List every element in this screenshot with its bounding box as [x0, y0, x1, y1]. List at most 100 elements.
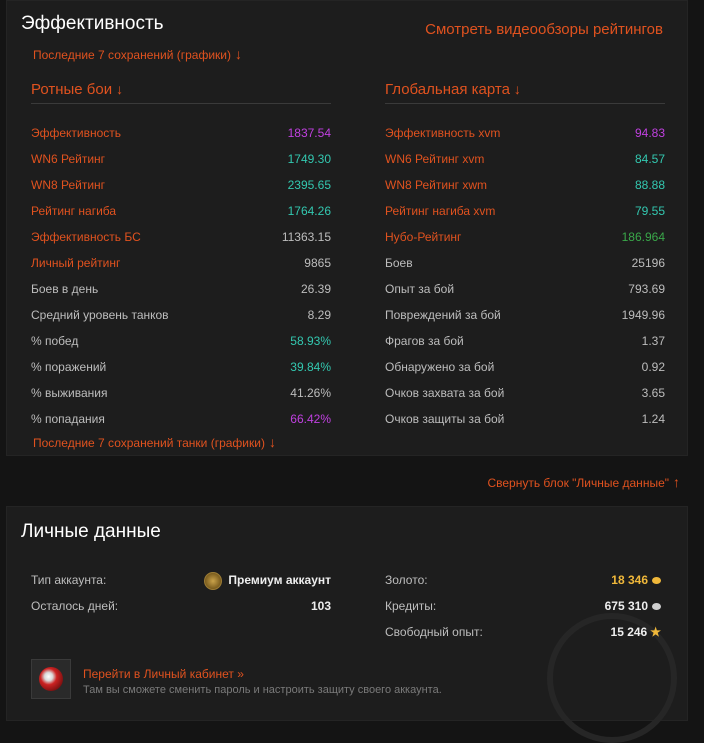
company-stat-row: Боев в день 26.39 — [31, 276, 331, 302]
global-stat-row: Очков защиты за бой 1.24 — [385, 406, 665, 432]
company-stat-value: 8.29 — [307, 308, 331, 322]
company-stat-row[interactable]: WN6 Рейтинг 1749.30 — [31, 146, 331, 172]
account-type-value: Премиум аккаунт — [204, 567, 331, 593]
global-stat-row: Опыт за бой 793.69 — [385, 276, 665, 302]
company-stat-row[interactable]: Эффективность 1837.54 — [31, 120, 331, 146]
global-stat-value: 1.37 — [641, 334, 665, 348]
account-type-row: Тип аккаунта: Премиум аккаунт — [31, 567, 331, 593]
collapse-personal-link[interactable]: Свернуть блок "Личные данные" ↑ — [487, 474, 680, 490]
company-battles-header[interactable]: Ротные бои ↓ — [31, 81, 331, 104]
collapse-personal-label: Свернуть блок "Личные данные" — [487, 476, 669, 490]
global-stat-value: 84.57 — [634, 152, 665, 166]
global-stat-row[interactable]: Рейтинг нагиба xvm 79.55 — [385, 198, 665, 224]
global-stat-row[interactable]: Эффективность xvm 94.83 — [385, 120, 665, 146]
global-stat-label: Очков захвата за бой — [385, 386, 505, 400]
arrow-down-icon: ↓ — [116, 81, 124, 97]
days-left-value: 103 — [310, 599, 331, 613]
premium-icon — [204, 571, 223, 590]
personal-title: Личные данные — [21, 521, 161, 542]
company-stat-row[interactable]: Рейтинг нагиба 1764.26 — [31, 198, 331, 224]
arrow-down-icon: ↓ — [513, 81, 521, 97]
company-stat-value: 9865 — [304, 256, 331, 270]
last7-graphs-label: Последние 7 сохранений (графики) — [33, 48, 231, 62]
global-stat-row[interactable]: Нубо-Рейтинг 186.964 — [385, 224, 665, 250]
credits-row: Кредиты: 675 310 — [385, 593, 661, 619]
free-xp-row: Свободный опыт: 15 246 ★ — [385, 619, 661, 645]
company-stat-row: % выживания 41.26% — [31, 380, 331, 406]
global-stat-row: Боев 25196 — [385, 250, 665, 276]
company-battles-column: Ротные бои ↓ Эффективность 1837.54 WN6 Рейт… — [31, 81, 331, 432]
personal-cabinet-link[interactable]: Перейти в Личный кабинет » — [83, 667, 244, 681]
company-stat-value: 41.26% — [290, 386, 331, 400]
company-stat-value: 39.84% — [290, 360, 331, 374]
company-stat-value: 1749.30 — [287, 152, 331, 166]
gold-coin-icon — [652, 577, 661, 585]
global-stat-label: Фрагов за бой — [385, 334, 464, 348]
credits-label: Кредиты: — [385, 599, 437, 613]
global-stat-value: 25196 — [631, 256, 665, 270]
global-stat-value: 94.83 — [634, 126, 665, 140]
global-stat-value: 1949.96 — [621, 308, 665, 322]
efficiency-panel: Эффективность Смотреть видеообзоры рейти… — [6, 0, 688, 456]
global-stat-label: Обнаружено за бой — [385, 360, 495, 374]
global-stat-value: 0.92 — [641, 360, 665, 374]
company-stat-label: Эффективность БС — [31, 230, 141, 244]
global-map-header[interactable]: Глобальная карта ↓ — [385, 81, 665, 104]
company-stat-row[interactable]: Эффективность БС 11363.15 — [31, 224, 331, 250]
global-stat-label: Нубо-Рейтинг — [385, 230, 462, 244]
global-stat-label: Повреждений за бой — [385, 308, 501, 322]
global-stat-row: Очков захвата за бой 3.65 — [385, 380, 665, 406]
account-type-label: Тип аккаунта: — [31, 573, 107, 587]
global-stat-label: WN8 Рейтинг xwm — [385, 178, 488, 192]
global-stat-row[interactable]: WN6 Рейтинг xvm 84.57 — [385, 146, 665, 172]
company-stat-label: Личный рейтинг — [31, 256, 121, 270]
company-stat-row: Средний уровень танков 8.29 — [31, 302, 331, 328]
global-stat-label: Опыт за бой — [385, 282, 455, 296]
credits-amount: 675 310 — [604, 599, 648, 613]
company-stat-label: WN8 Рейтинг — [31, 178, 106, 192]
global-stat-value: 186.964 — [621, 230, 665, 244]
company-stat-label: WN6 Рейтинг — [31, 152, 106, 166]
company-stat-label: % побед — [31, 334, 79, 348]
arrow-down-icon: ↓ — [235, 46, 242, 62]
arrow-down-icon: ↓ — [268, 434, 276, 450]
gold-label: Золото: — [385, 573, 428, 587]
account-type-text: Премиум аккаунт — [228, 573, 331, 587]
company-stat-value: 1764.26 — [287, 204, 331, 218]
global-stat-row[interactable]: WN8 Рейтинг xwm 88.88 — [385, 172, 665, 198]
company-stat-label: % выживания — [31, 386, 108, 400]
last7-graphs-link[interactable]: Последние 7 сохранений (графики) ↓ — [33, 46, 242, 62]
company-stat-row: % попадания 66.42% — [31, 406, 331, 432]
global-stat-label: Боев — [385, 256, 413, 270]
global-stat-value: 88.88 — [634, 178, 665, 192]
credits-value: 675 310 — [605, 593, 661, 619]
free-xp-amount: 15 246 — [610, 625, 648, 639]
company-stat-value: 26.39 — [300, 282, 331, 296]
company-stat-label: Боев в день — [31, 282, 99, 296]
global-stat-label: Очков защиты за бой — [385, 412, 505, 426]
days-left-row: Осталось дней: 103 — [31, 593, 331, 619]
global-stat-row: Повреждений за бой 1949.96 — [385, 302, 665, 328]
global-stat-value: 793.69 — [628, 282, 665, 296]
company-stat-row[interactable]: WN8 Рейтинг 2395.65 — [31, 172, 331, 198]
global-stat-row: Фрагов за бой 1.37 — [385, 328, 665, 354]
star-icon: ★ — [650, 625, 661, 639]
company-stats-list: Эффективность 1837.54 WN6 Рейтинг 1749.30 WN… — [31, 120, 331, 432]
company-stat-row[interactable]: Личный рейтинг 9865 — [31, 250, 331, 276]
wargaming-logo-icon[interactable] — [31, 659, 71, 699]
global-stat-value: 3.65 — [641, 386, 665, 400]
last7-tanks-link[interactable]: Последние 7 сохранений танки (графики) ↓ — [33, 434, 276, 450]
company-stat-value: 66.42% — [290, 412, 331, 426]
company-stat-row: % побед 58.93% — [31, 328, 331, 354]
free-xp-value: 15 246 ★ — [611, 619, 661, 645]
company-stat-value: 1837.54 — [287, 126, 331, 140]
company-stat-value: 58.93% — [290, 334, 331, 348]
efficiency-title: Эффективность — [21, 13, 164, 34]
review-videos-link[interactable]: Смотреть видеообзоры рейтингов — [425, 21, 663, 38]
company-stat-row: % поражений 39.84% — [31, 354, 331, 380]
global-stat-value: 79.55 — [634, 204, 665, 218]
free-xp-label: Свободный опыт: — [385, 625, 483, 639]
company-stat-label: Средний уровень танков — [31, 308, 169, 322]
credits-coin-icon — [652, 603, 661, 611]
gold-amount: 18 346 — [611, 573, 648, 587]
